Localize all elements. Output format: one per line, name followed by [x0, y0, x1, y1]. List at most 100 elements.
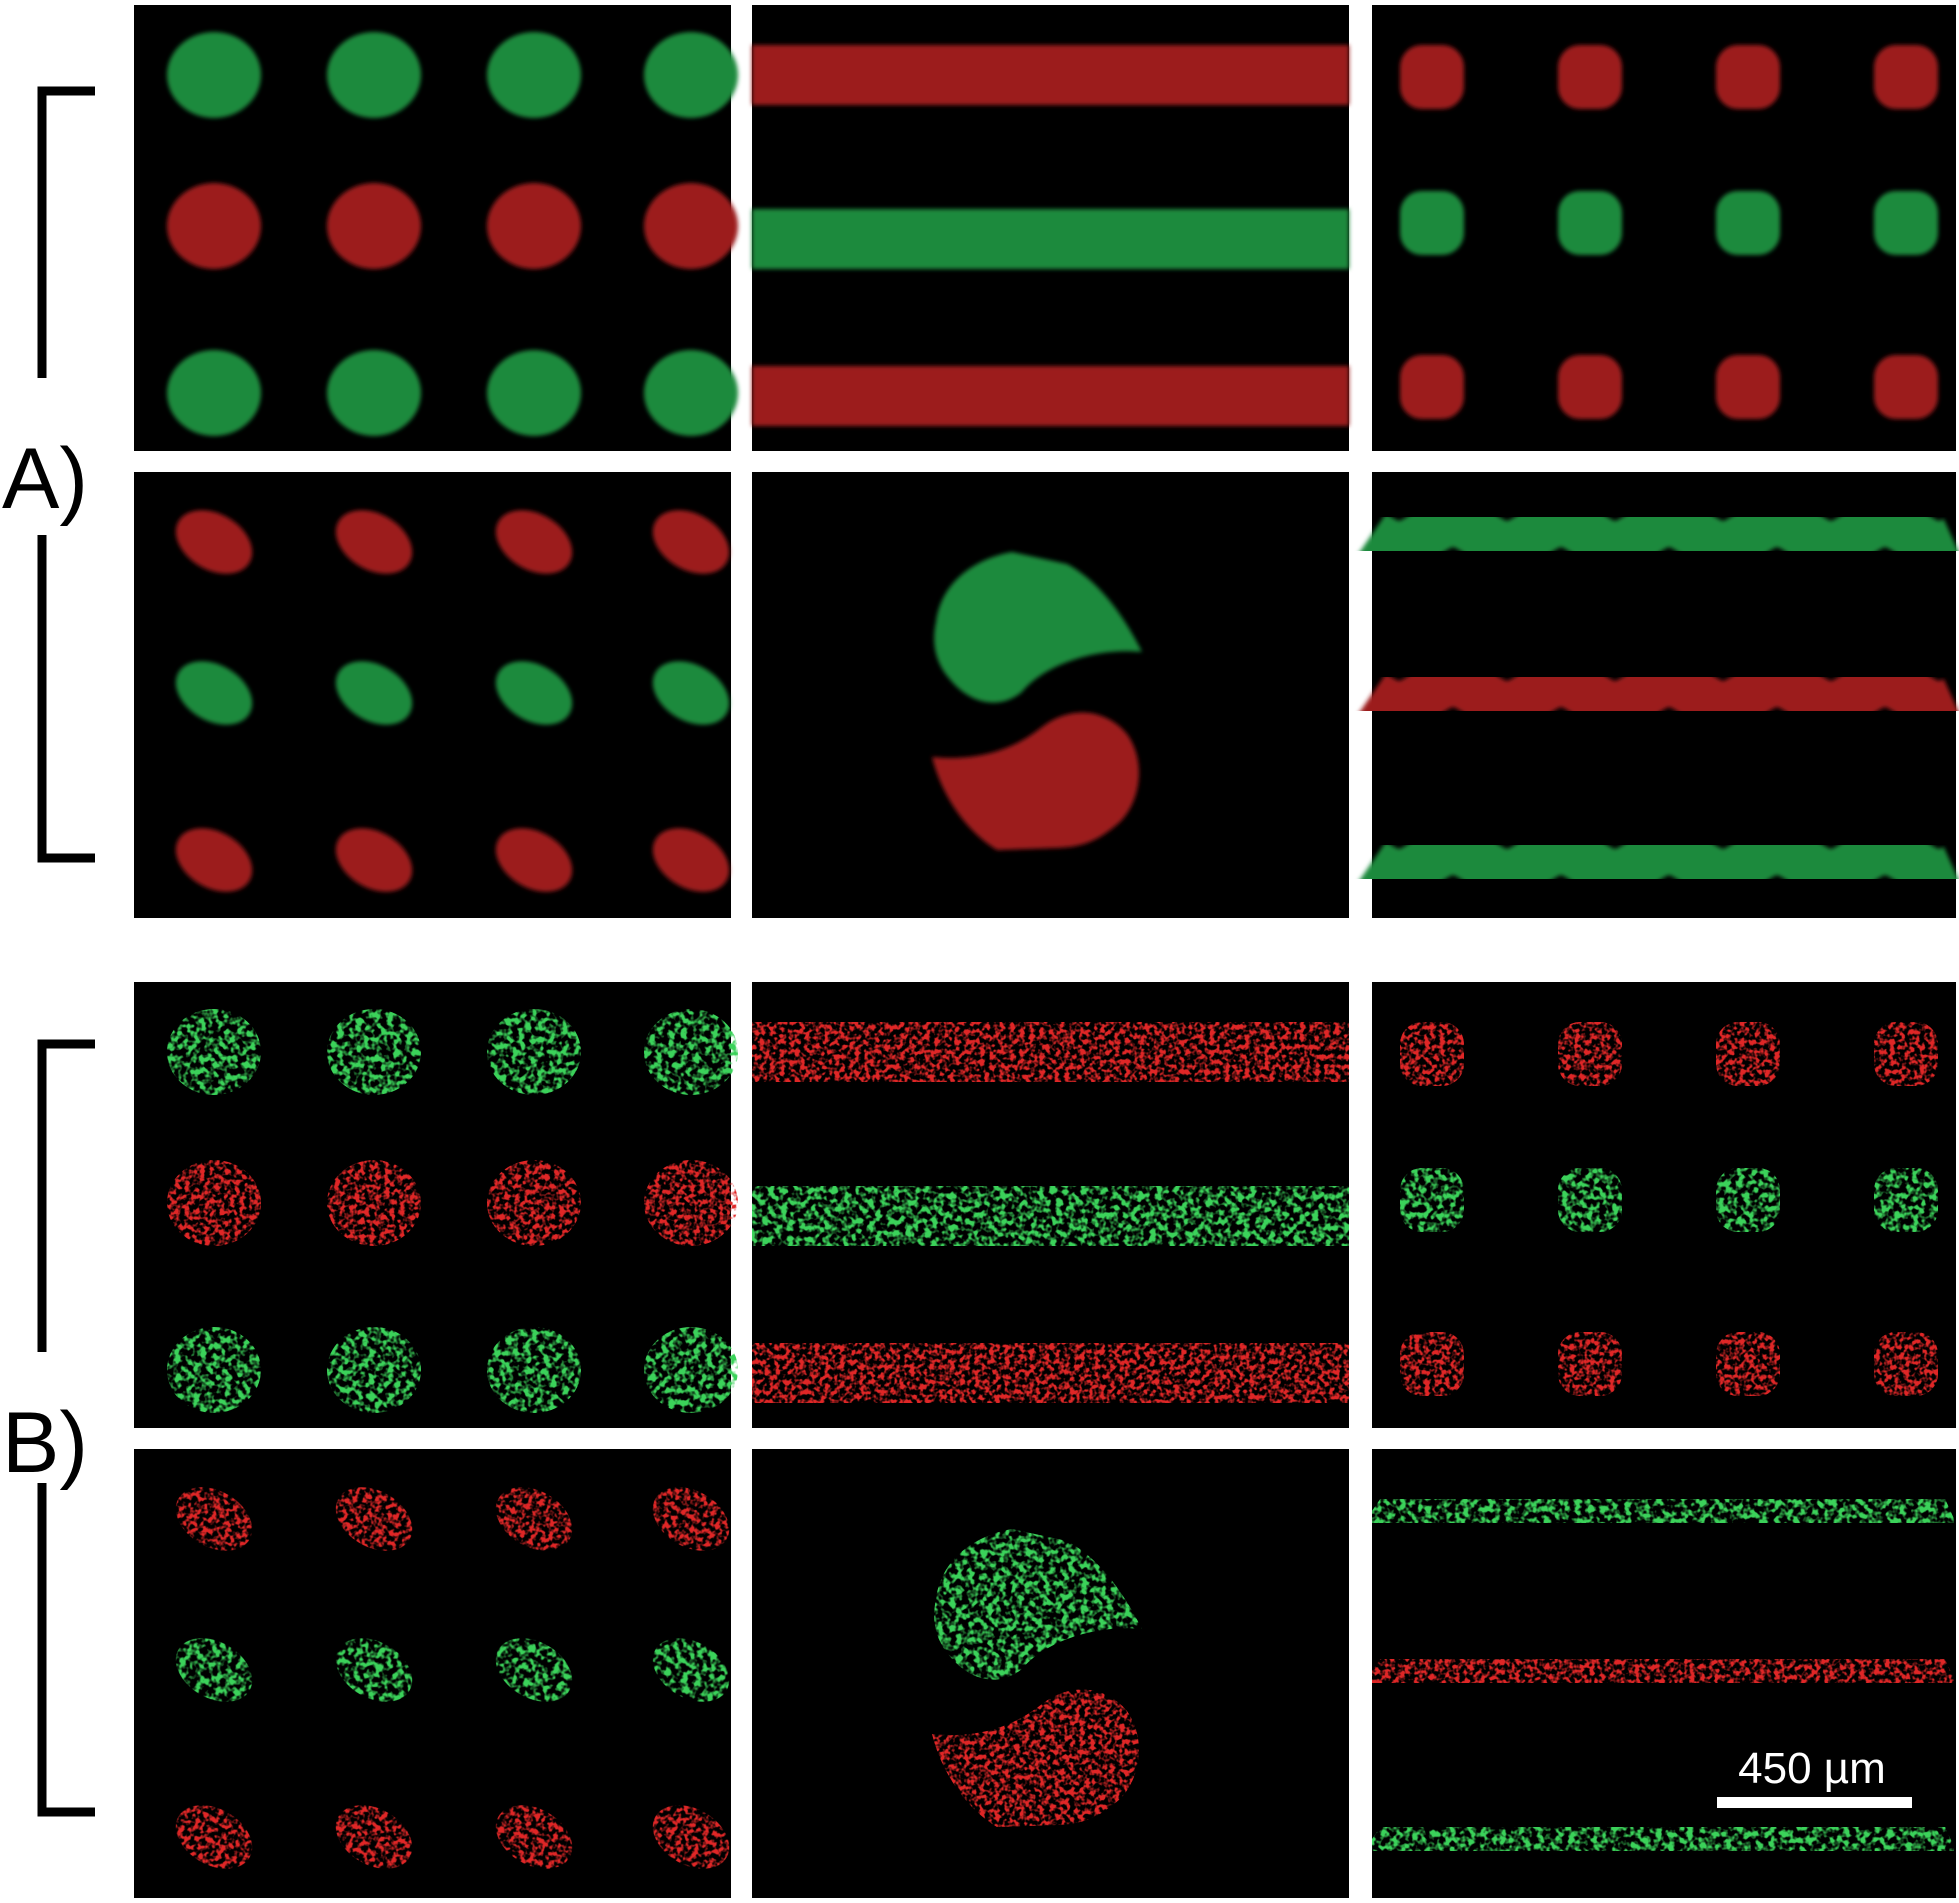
ellipse-r2-c2	[335, 1638, 413, 1702]
dot-r2-c2	[327, 183, 421, 269]
dot-r1-c1	[167, 1009, 261, 1095]
square-dot-r1-c2	[1558, 45, 1622, 109]
dot-r1-c3	[487, 32, 581, 118]
square-dot-r3-c4	[1874, 355, 1938, 419]
ellipse-r2-c2	[335, 661, 413, 725]
panel-b-interlocking	[752, 1449, 1349, 1898]
square-dot-r1-c2	[1558, 1022, 1622, 1086]
bracket-b-bottom	[37, 1483, 95, 1817]
ellipse-r2-c4	[652, 661, 730, 725]
square-dot-r3-c2	[1558, 1332, 1622, 1396]
ellipse-r1-c2	[335, 1487, 413, 1551]
dot-r2-c1	[167, 1160, 261, 1246]
ellipse-r3-c2	[335, 1805, 413, 1869]
bracket-b-top	[37, 1039, 95, 1352]
ellipse-r2-c1	[175, 1638, 253, 1702]
ellipse-r3-c3	[495, 1805, 573, 1869]
ellipse-r1-c4	[652, 510, 730, 574]
ellipse-r2-c3	[495, 1638, 573, 1702]
square-dot-r1-c1	[1400, 1022, 1464, 1086]
scale-bar	[1717, 1797, 1912, 1808]
ellipse-r2-c3	[495, 661, 573, 725]
dot-r1-c4	[644, 1009, 738, 1095]
square-dot-r2-c2	[1558, 191, 1622, 255]
dot-r1-c3	[487, 1009, 581, 1095]
stripe-1	[752, 45, 1349, 105]
panel-a-squares	[1372, 5, 1956, 451]
bracket-a-bottom	[37, 535, 95, 863]
interlocking-top-shape	[934, 1529, 1142, 1680]
dot-r2-c3	[487, 183, 581, 269]
ellipse-r3-c3	[495, 828, 573, 892]
wave-stripe-2	[1357, 1634, 1959, 1708]
ellipse-r1-c3	[495, 1487, 573, 1551]
square-dot-r3-c4	[1874, 1332, 1938, 1396]
dot-r1-c2	[327, 32, 421, 118]
stripe-3	[752, 366, 1349, 426]
dot-r3-c2	[327, 1327, 421, 1413]
ellipse-r1-c4	[652, 1487, 730, 1551]
wave-stripe-2	[1357, 657, 1959, 731]
ellipse-r3-c4	[652, 828, 730, 892]
square-dot-r3-c2	[1558, 355, 1622, 419]
ellipse-r3-c1	[175, 1805, 253, 1869]
panel-b-squares	[1372, 982, 1956, 1428]
square-dot-r3-c1	[1400, 1332, 1464, 1396]
stripe-3	[752, 1343, 1349, 1403]
square-dot-r2-c3	[1716, 191, 1780, 255]
ellipse-r1-c1	[175, 1487, 253, 1551]
group-label-b: B)	[2, 1395, 88, 1491]
interlocking-bottom-shape	[932, 1689, 1139, 1827]
ellipse-r1-c3	[495, 510, 573, 574]
ellipse-r1-c2	[335, 510, 413, 574]
ellipse-r3-c2	[335, 828, 413, 892]
dot-r3-c3	[487, 350, 581, 436]
panel-b-interlocking-bg	[752, 1449, 1349, 1898]
square-dot-r2-c1	[1400, 1168, 1464, 1232]
group-label-a: A)	[2, 431, 88, 527]
dot-r3-c1	[167, 350, 261, 436]
ellipse-r1-c1	[175, 510, 253, 574]
dot-r3-c2	[327, 350, 421, 436]
square-dot-r3-c3	[1716, 355, 1780, 419]
stripe-2	[752, 209, 1349, 269]
dot-r3-c1	[167, 1327, 261, 1413]
panel-a-interlocking	[752, 472, 1349, 918]
shapes-layer	[167, 32, 1959, 1876]
panel-b-squares-bg	[1372, 982, 1956, 1428]
dot-r2-c2	[327, 1160, 421, 1246]
square-dot-r2-c1	[1400, 191, 1464, 255]
dot-r1-c2	[327, 1009, 421, 1095]
dot-r3-c4	[644, 350, 738, 436]
dot-r2-c4	[644, 1160, 738, 1246]
dot-r2-c3	[487, 1160, 581, 1246]
square-dot-r1-c1	[1400, 45, 1464, 109]
interlocking-bottom-shape	[932, 712, 1139, 850]
ellipse-r3-c4	[652, 1805, 730, 1869]
square-dot-r1-c3	[1716, 1022, 1780, 1086]
dot-r1-c4	[644, 32, 738, 118]
square-dot-r2-c4	[1874, 1168, 1938, 1232]
wave-stripe-3	[1357, 825, 1959, 899]
square-dot-r3-c1	[1400, 355, 1464, 419]
dot-r1-c1	[167, 32, 261, 118]
dot-r2-c1	[167, 183, 261, 269]
dot-r2-c4	[644, 183, 738, 269]
wave-stripe-1	[1357, 1474, 1959, 1548]
square-dot-r2-c4	[1874, 191, 1938, 255]
bracket-a-top	[37, 86, 95, 378]
ellipse-r2-c1	[175, 661, 253, 725]
dot-r3-c4	[644, 1327, 738, 1413]
panel-a-squares-bg	[1372, 5, 1956, 451]
square-dot-r2-c3	[1716, 1168, 1780, 1232]
wave-stripe-1	[1357, 497, 1959, 571]
square-dot-r3-c3	[1716, 1332, 1780, 1396]
square-dot-r1-c4	[1874, 45, 1938, 109]
stripe-2	[752, 1186, 1349, 1246]
ellipse-r3-c1	[175, 828, 253, 892]
ellipse-r2-c4	[652, 1638, 730, 1702]
dot-r3-c3	[487, 1327, 581, 1413]
square-dot-r1-c4	[1874, 1022, 1938, 1086]
wave-stripe-3	[1357, 1802, 1959, 1876]
